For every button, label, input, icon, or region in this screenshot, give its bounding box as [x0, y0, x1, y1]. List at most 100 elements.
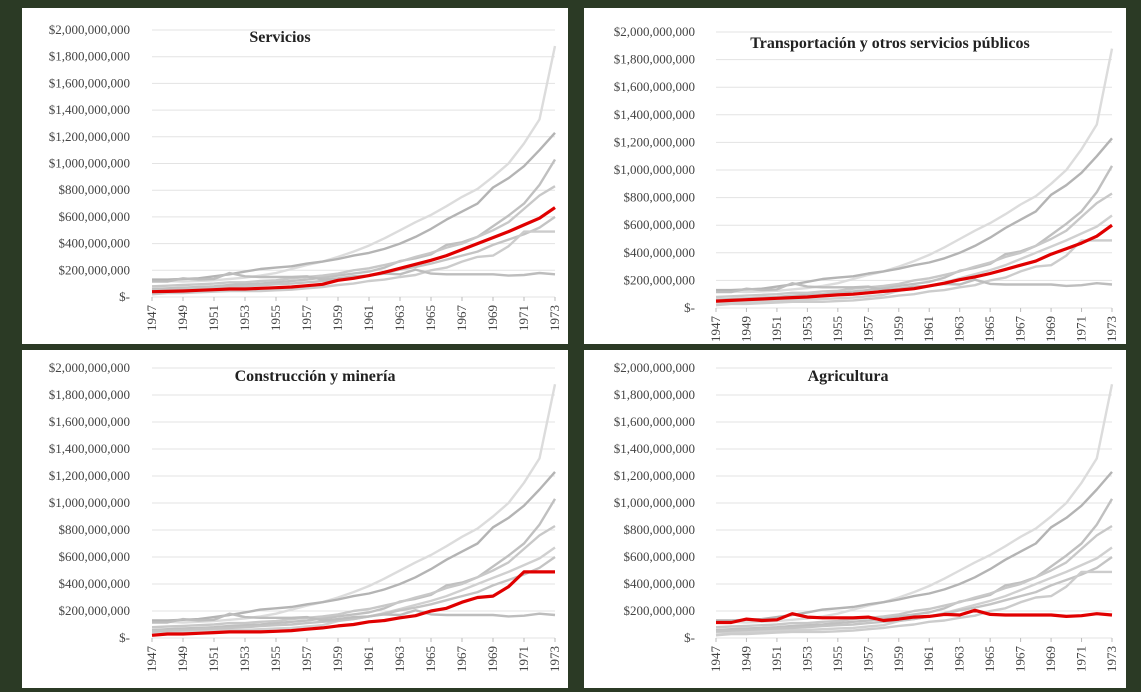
x-tick-label: 1947: [144, 646, 159, 673]
y-tick-label: $-: [684, 630, 695, 645]
series-line: [715, 223, 1113, 303]
y-tick-label: $1,400,000,000: [614, 441, 695, 456]
y-tick-label: $600,000,000: [624, 217, 696, 232]
y-tick-label: $1,600,000,000: [614, 414, 695, 429]
x-tick-label: 1951: [769, 646, 784, 672]
x-tick-label: 1955: [830, 316, 845, 342]
series-line: [152, 383, 557, 624]
y-tick-label: $1,800,000,000: [614, 52, 695, 67]
y-tick-label: $200,000,000: [624, 603, 696, 618]
y-tick-label: $800,000,000: [59, 522, 131, 537]
x-tick-label: 1947: [144, 305, 159, 332]
y-tick-label: $800,000,000: [624, 522, 696, 537]
series-line: [151, 206, 556, 294]
x-tick-label: 1973: [1104, 646, 1119, 672]
y-tick-label: $2,000,000,000: [49, 360, 130, 375]
x-tick-label: 1951: [206, 646, 221, 672]
x-tick-label: 1947: [708, 646, 723, 673]
series-line: [152, 268, 556, 283]
x-tick-label: 1953: [799, 646, 814, 672]
y-tick-label: $2,000,000,000: [614, 24, 695, 39]
series-line: [716, 48, 1114, 294]
x-tick-label: 1967: [1013, 646, 1028, 673]
y-tick-label: $400,000,000: [59, 576, 131, 591]
y-tick-label: $200,000,000: [624, 272, 696, 287]
x-tick-label: 1963: [392, 646, 407, 672]
x-tick-label: 1953: [799, 316, 814, 342]
x-tick-label: 1963: [392, 305, 407, 331]
x-tick-label: 1955: [268, 305, 283, 331]
x-tick-label: 1957: [860, 646, 875, 673]
x-tick-label: 1949: [738, 646, 753, 672]
x-tick-label: 1955: [268, 646, 283, 672]
x-tick-label: 1957: [860, 316, 875, 343]
x-tick-label: 1949: [175, 646, 190, 672]
x-tick-label: 1951: [769, 316, 784, 342]
series-line: [151, 498, 557, 632]
x-tick-label: 1949: [175, 305, 190, 331]
y-tick-label: $2,000,000,000: [614, 360, 695, 375]
series-line: [715, 498, 1114, 632]
y-tick-label: $1,000,000,000: [49, 495, 130, 510]
x-tick-label: 1957: [299, 305, 314, 332]
x-tick-label: 1959: [891, 646, 906, 672]
x-tick-label: 1965: [982, 646, 997, 672]
x-tick-label: 1973: [547, 646, 562, 672]
x-tick-label: 1963: [952, 646, 967, 672]
y-tick-label: $1,800,000,000: [49, 49, 130, 64]
y-tick-label: $1,200,000,000: [49, 129, 130, 144]
x-tick-label: 1961: [361, 305, 376, 331]
x-tick-label: 1965: [423, 305, 438, 331]
x-tick-label: 1969: [485, 305, 500, 331]
y-tick-label: $1,400,000,000: [49, 102, 130, 117]
series-line: [151, 524, 556, 629]
y-tick-label: $1,000,000,000: [614, 162, 695, 177]
series-line: [152, 609, 556, 624]
series-line: [151, 158, 557, 291]
x-tick-label: 1973: [547, 305, 562, 331]
x-tick-label: 1961: [921, 646, 936, 672]
series-line: [716, 137, 1113, 292]
x-tick-label: 1951: [206, 305, 221, 331]
x-tick-label: 1959: [891, 316, 906, 342]
x-tick-label: 1963: [952, 316, 967, 342]
y-tick-label: $1,800,000,000: [49, 387, 130, 402]
y-tick-label: $200,000,000: [59, 603, 131, 618]
x-tick-label: 1949: [738, 316, 753, 342]
y-tick-label: $1,200,000,000: [614, 134, 695, 149]
x-tick-label: 1971: [1074, 646, 1089, 672]
series-line: [152, 45, 557, 283]
x-tick-label: 1959: [330, 305, 345, 331]
series-line: [151, 570, 555, 637]
y-tick-label: $600,000,000: [59, 549, 131, 564]
x-tick-label: 1957: [299, 646, 314, 673]
y-tick-label: $600,000,000: [59, 209, 131, 224]
x-tick-label: 1955: [830, 646, 845, 672]
y-tick-label: $1,600,000,000: [49, 75, 130, 90]
series-line: [716, 278, 1113, 294]
y-tick-label: $1,400,000,000: [49, 441, 130, 456]
series-line: [716, 608, 1113, 625]
y-tick-label: $400,000,000: [59, 236, 131, 251]
y-tick-label: $1,800,000,000: [614, 387, 695, 402]
y-tick-label: $1,000,000,000: [614, 495, 695, 510]
chart-title: Transportación y otros servicios público…: [750, 35, 1029, 52]
series-line: [715, 570, 1112, 637]
x-tick-label: 1965: [982, 316, 997, 342]
y-tick-label: $200,000,000: [59, 262, 131, 277]
series-line: [715, 556, 1113, 633]
y-tick-label: $1,400,000,000: [614, 107, 695, 122]
x-tick-label: 1967: [1013, 316, 1028, 343]
y-tick-label: $400,000,000: [624, 576, 696, 591]
x-tick-label: 1971: [516, 305, 531, 331]
series-line: [151, 185, 556, 288]
x-tick-label: 1969: [1043, 646, 1058, 672]
x-tick-label: 1969: [485, 646, 500, 672]
x-tick-label: 1961: [921, 316, 936, 342]
y-tick-label: $400,000,000: [624, 245, 696, 260]
y-tick-label: $800,000,000: [624, 190, 696, 205]
y-tick-label: $800,000,000: [59, 182, 131, 197]
y-tick-label: $1,000,000,000: [49, 156, 130, 171]
series-line: [151, 556, 556, 633]
